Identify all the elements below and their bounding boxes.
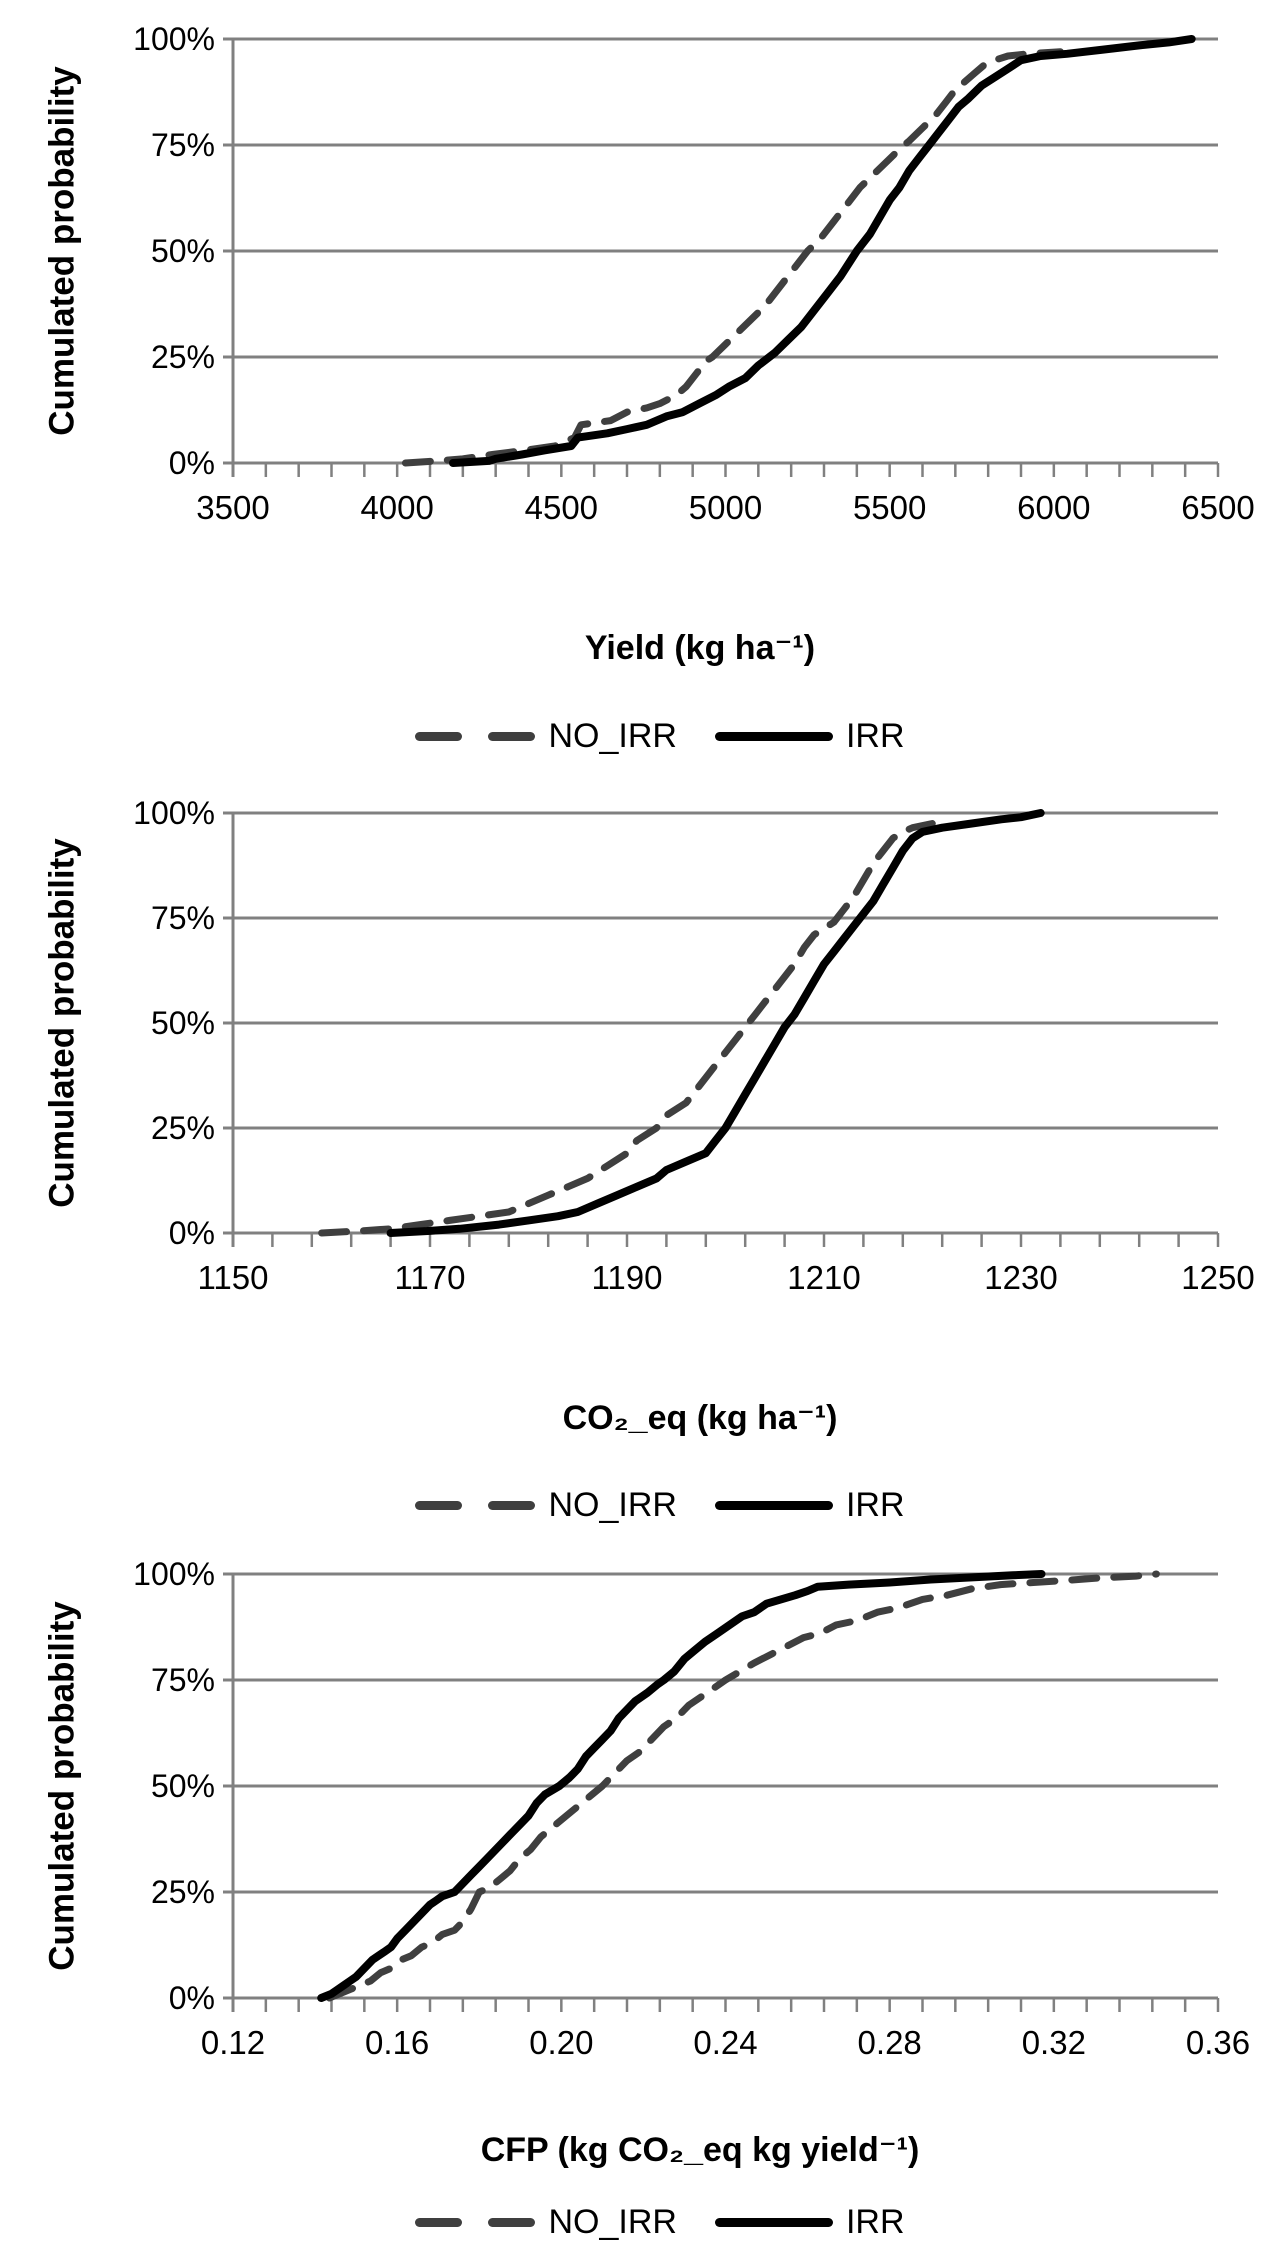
x-axis-title-yield: Yield (kg ha⁻¹) xyxy=(584,629,816,667)
no-irr-curve xyxy=(318,820,936,1237)
y-tick-label: 25% xyxy=(151,339,215,375)
legend-label-irr: IRR xyxy=(845,1485,905,1524)
chart-co2eq: 1150 1170 1190 1210 1230 1250 0% 25% 50% 75% 100% C… xyxy=(0,774,1280,1304)
x-tick-label: 0.24 xyxy=(693,2024,757,2061)
legend-co2eq: NO_IRR IRR xyxy=(20,1481,1280,1529)
irr-line-sample xyxy=(714,2217,833,2227)
y-tick-label: 100% xyxy=(133,1556,215,1592)
irr-line-sample xyxy=(714,1500,833,1510)
y-tick-label: 25% xyxy=(151,1874,215,1910)
irr-curve xyxy=(449,35,1196,467)
y-axis-title: Cumulated probability xyxy=(43,1601,82,1971)
x-tick-label: 0.32 xyxy=(1022,2024,1086,2061)
y-tick-label: 0% xyxy=(169,1215,215,1251)
y-tick-label: 100% xyxy=(133,795,215,831)
y-axis-title: Cumulated probability xyxy=(43,838,82,1208)
cfp-plot: 0.12 0.16 0.20 0.24 0.28 0.32 0.36 0% 25% 50% 75% 1… xyxy=(43,1556,1251,2061)
legend-label-irr: IRR xyxy=(845,716,905,755)
x-tick-label: 1170 xyxy=(395,1259,466,1296)
y-tick-label: 50% xyxy=(151,233,215,269)
x-tick-label: 0.20 xyxy=(529,2024,593,2061)
no-irr-dash-sample xyxy=(415,2217,536,2227)
legend-label-irr: IRR xyxy=(845,2202,905,2241)
irr-line-sample xyxy=(714,731,833,741)
chart-yield: 3500 4000 4500 5000 5500 6000 6500 0% 25% 50% 75% 1… xyxy=(0,0,1280,530)
y-tick-label: 75% xyxy=(151,1662,215,1698)
co2eq-plot: 1150 1170 1190 1210 1230 1250 0% 25% 50% 75% 100% C… xyxy=(43,795,1255,1296)
y-tick-label: 50% xyxy=(151,1005,215,1041)
x-tick-label: 0.36 xyxy=(1186,2024,1250,2061)
y-axis-title: Cumulated probability xyxy=(43,66,82,436)
x-axis-title-cfp: CFP (kg CO₂_eq kg yield⁻¹) xyxy=(480,2131,920,2169)
legend-cfp: NO_IRR IRR xyxy=(20,2198,1280,2246)
y-tick-label: 25% xyxy=(151,1110,215,1146)
legend-yield: NO_IRR IRR xyxy=(20,712,1280,760)
x-tick-label: 4000 xyxy=(360,489,433,526)
chart-cfp: 0.12 0.16 0.20 0.24 0.28 0.32 0.36 0% 25% 50% 75% 1… xyxy=(0,1535,1280,2065)
no-irr-dash-sample xyxy=(415,731,536,741)
no-irr-curve xyxy=(401,48,1064,467)
y-tick-label: 75% xyxy=(151,900,215,936)
x-tick-label: 5500 xyxy=(853,489,926,526)
no-irr-curve xyxy=(325,1570,1160,2002)
x-tick-label: 1150 xyxy=(198,1259,269,1296)
no-irr-dash-sample xyxy=(415,1500,536,1510)
x-tick-label: 6000 xyxy=(1017,489,1090,526)
x-tick-label: 1210 xyxy=(787,1259,860,1296)
x-axis-title-co2eq: CO₂_eq (kg ha⁻¹) xyxy=(562,1399,838,1437)
legend-label-no-irr: NO_IRR xyxy=(548,1485,677,1524)
yield-plot: 3500 4000 4500 5000 5500 6000 6500 0% 25% 50% 75% 1… xyxy=(43,21,1255,526)
x-tick-label: 0.16 xyxy=(365,2024,429,2061)
y-tick-label: 0% xyxy=(169,445,215,481)
irr-curve xyxy=(317,1570,1046,2002)
x-tick-label: 1190 xyxy=(592,1259,663,1296)
y-tick-label: 100% xyxy=(133,21,215,57)
irr-curve xyxy=(386,809,1045,1237)
x-tick-label: 0.28 xyxy=(858,2024,922,2061)
x-tick-label: 3500 xyxy=(196,489,269,526)
x-tick-label: 1250 xyxy=(1181,1259,1254,1296)
x-tick-label: 0.12 xyxy=(201,2024,265,2061)
x-tick-label: 5000 xyxy=(689,489,762,526)
legend-label-no-irr: NO_IRR xyxy=(548,716,677,755)
x-tick-label: 4500 xyxy=(525,489,598,526)
legend-label-no-irr: NO_IRR xyxy=(548,2202,677,2241)
y-tick-label: 50% xyxy=(151,1768,215,1804)
y-tick-label: 0% xyxy=(169,1980,215,2016)
x-tick-label: 1230 xyxy=(984,1259,1057,1296)
y-tick-label: 75% xyxy=(151,127,215,163)
x-tick-label: 6500 xyxy=(1181,489,1254,526)
